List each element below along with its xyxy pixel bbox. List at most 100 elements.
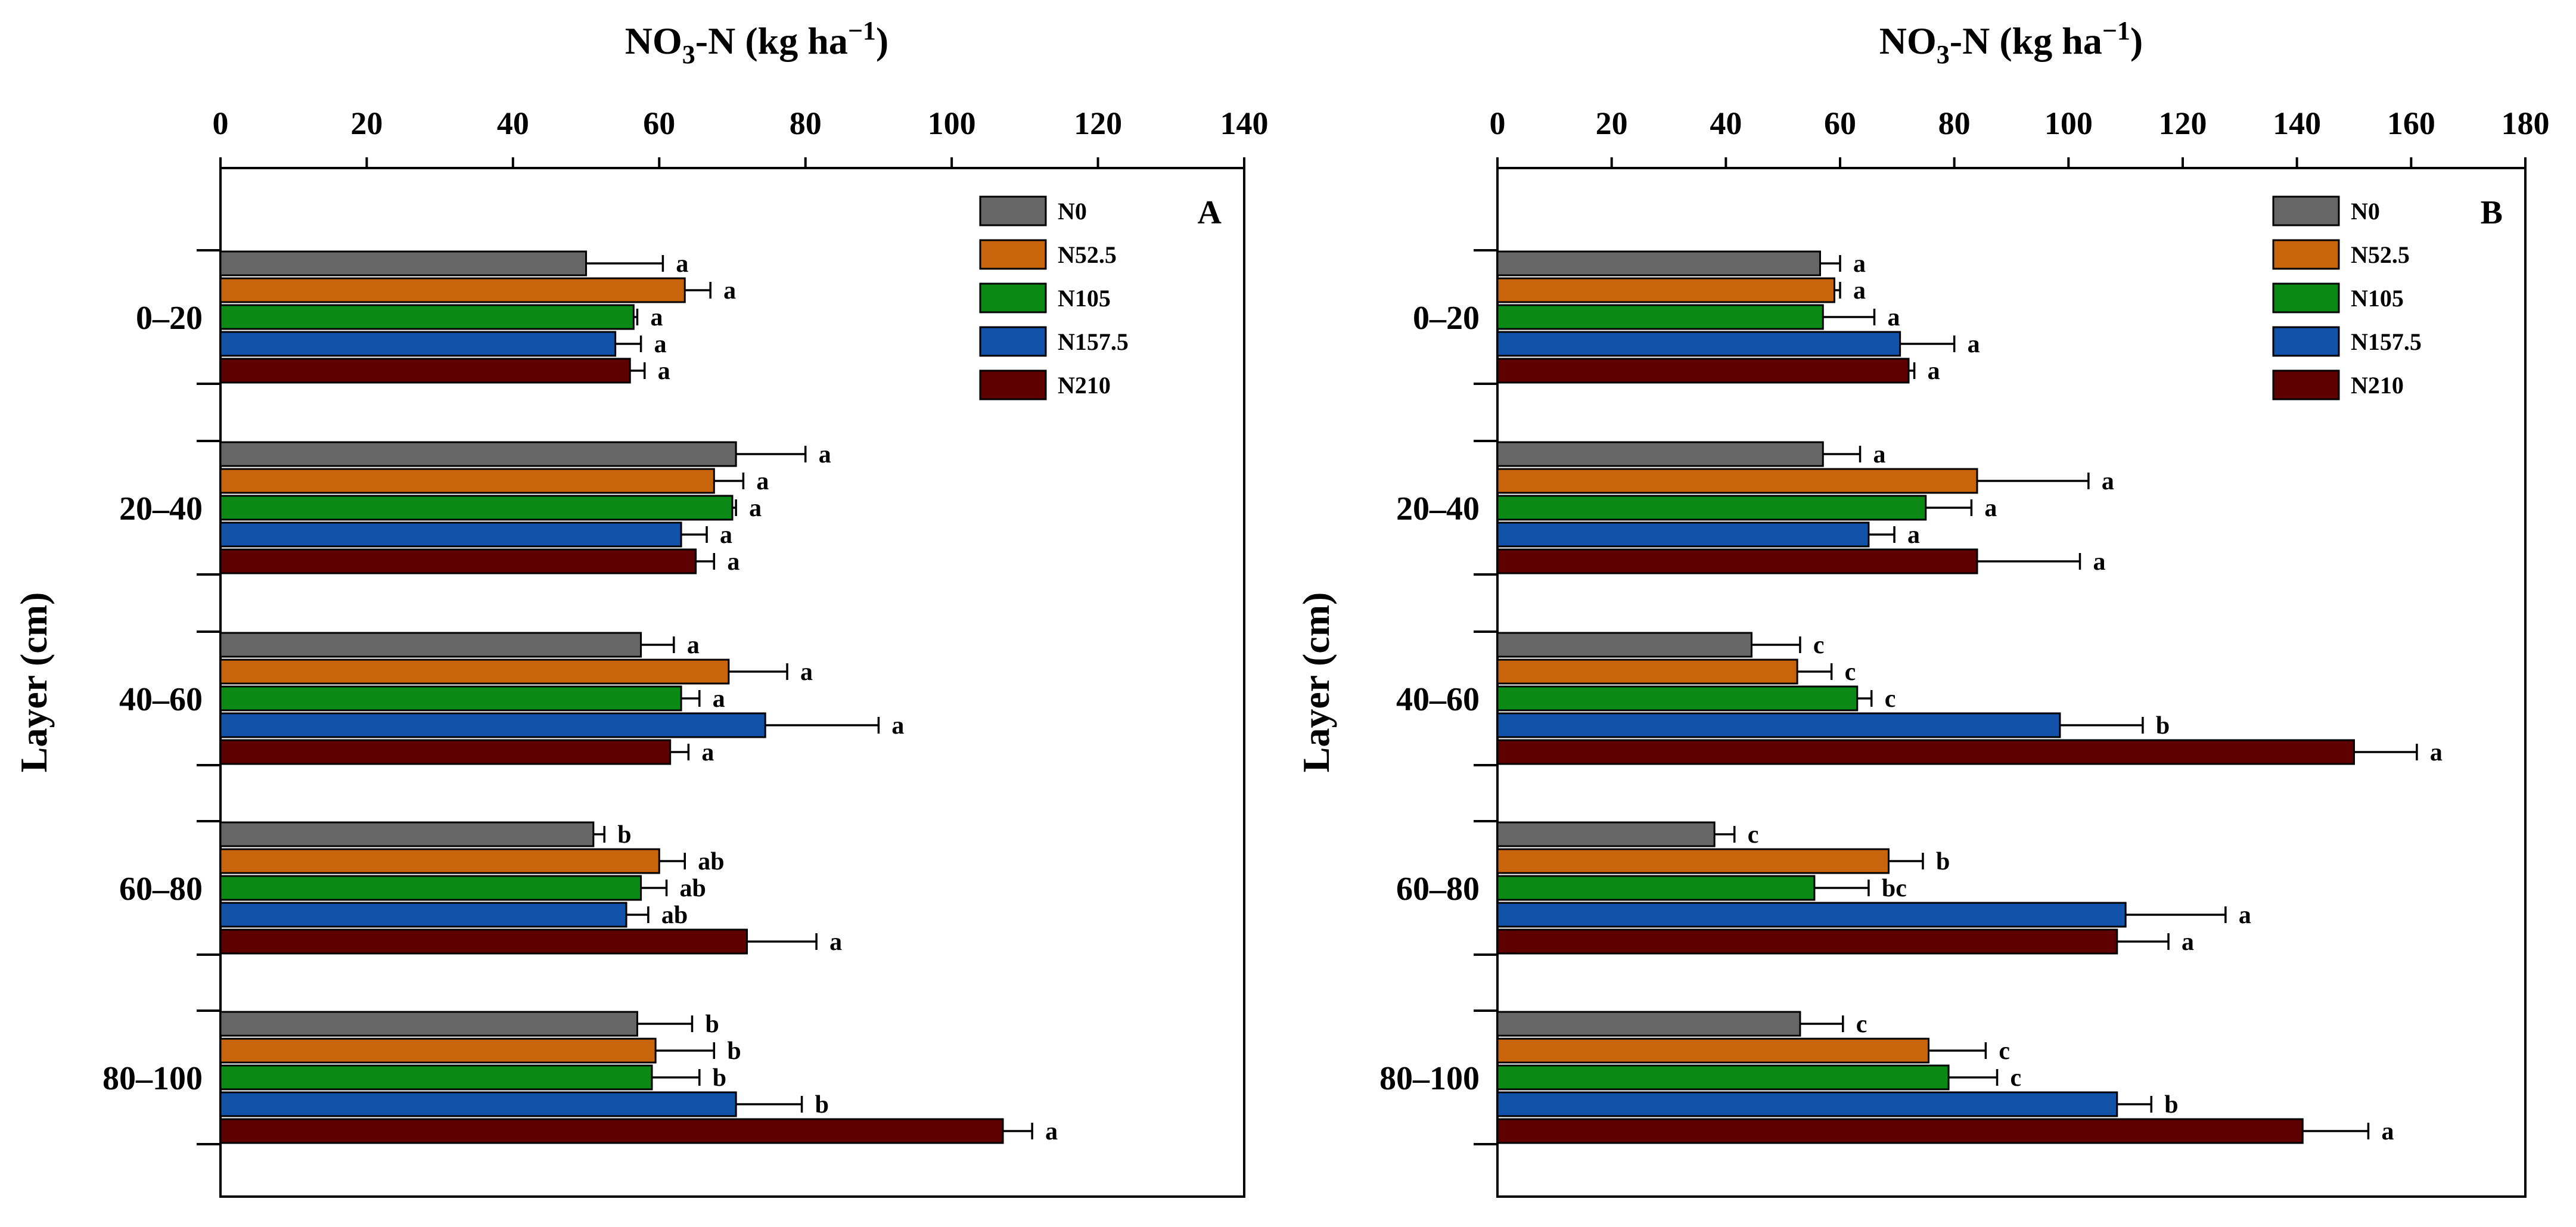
- significance-letter: a: [1873, 441, 1886, 468]
- bar-N52.5-3: [219, 848, 660, 874]
- significance-letter: a: [1984, 495, 1997, 522]
- significance-letter: b: [815, 1091, 829, 1119]
- significance-letter: a: [2430, 739, 2443, 766]
- bar-N105-0: [219, 304, 635, 330]
- significance-letter: a: [2239, 902, 2251, 929]
- x-tick-label: 180: [2502, 105, 2550, 141]
- bar-N210-0: [1496, 358, 1910, 384]
- panel-label: B: [2481, 194, 2503, 231]
- x-tick-label: 40: [1710, 105, 1742, 141]
- bar-N0-0: [1496, 250, 1821, 277]
- significance-letter: a: [713, 685, 725, 713]
- bar-N157.5-2: [1496, 712, 2061, 738]
- significance-letter: c: [1748, 821, 1759, 849]
- significance-letter: a: [1045, 1118, 1058, 1145]
- significance-letter: b: [1936, 848, 1950, 875]
- significance-letter: c: [1845, 658, 1856, 686]
- bar-N0-1: [1496, 441, 1824, 467]
- bar-N157.5-4: [1496, 1091, 2118, 1117]
- significance-letter: a: [1907, 521, 1920, 549]
- x-tick-label: 0: [1490, 105, 1506, 141]
- legend-label: N210: [1058, 372, 1111, 399]
- bar-N210-1: [219, 548, 697, 574]
- significance-letter: a: [1853, 277, 1866, 305]
- x-tick-label: 120: [1074, 105, 1122, 141]
- significance-letter: b: [727, 1037, 741, 1065]
- significance-letter: bc: [1882, 875, 1907, 902]
- legend-label: N105: [2351, 285, 2404, 312]
- significance-letter: b: [713, 1064, 726, 1092]
- x-tick-label: 100: [2044, 105, 2093, 141]
- bar-N210-2: [219, 739, 672, 765]
- x-tick-label: 120: [2159, 105, 2207, 141]
- bar-N157.5-3: [1496, 902, 2127, 928]
- bar-N52.5-1: [1496, 468, 1978, 494]
- x-tick-label: 60: [1824, 105, 1856, 141]
- x-tick-label: 100: [928, 105, 976, 141]
- y-axis-title: Layer (cm): [13, 592, 55, 773]
- category-label: 60–80: [1396, 871, 1480, 908]
- significance-letter: a: [687, 632, 700, 659]
- significance-letter: b: [2156, 712, 2170, 740]
- significance-letter: a: [723, 277, 736, 305]
- legend-swatch-N105: [979, 282, 1047, 313]
- bar-N52.5-4: [219, 1037, 657, 1064]
- significance-letter: a: [2102, 468, 2114, 495]
- bar-N210-3: [1496, 928, 2118, 955]
- bar-N105-4: [219, 1064, 653, 1091]
- significance-letter: a: [1853, 250, 1866, 278]
- category-label: 0–20: [136, 300, 203, 337]
- legend-label: N157.5: [1058, 328, 1129, 355]
- significance-letter: b: [617, 821, 631, 849]
- significance-letter: a: [829, 928, 842, 956]
- x-tick-label: 80: [790, 105, 822, 141]
- bar-N105-1: [219, 495, 734, 521]
- legend-swatch-N105: [2272, 282, 2340, 313]
- chart-panel-B: NO3-N (kg ha−1) 0 20 40 60 80 100 120 140 160 180 L…: [1295, 16, 2550, 1198]
- significance-letter: a: [654, 331, 667, 358]
- significance-letter: a: [2182, 928, 2194, 956]
- bar-N105-3: [219, 875, 642, 901]
- x-tick-label: 40: [497, 105, 529, 141]
- significance-letter: a: [1968, 331, 1980, 358]
- category-label: 0–20: [1413, 300, 1480, 337]
- bar-N0-2: [1496, 632, 1752, 658]
- bar-N210-4: [1496, 1118, 2304, 1144]
- legend-label: N210: [2351, 372, 2404, 399]
- x-tick-label: 80: [1938, 105, 1971, 141]
- significance-letter: a: [720, 521, 732, 549]
- bar-N52.5-2: [1496, 658, 1798, 685]
- bar-N105-2: [1496, 685, 1859, 712]
- bar-N0-0: [219, 250, 588, 277]
- significance-letter: a: [749, 495, 762, 522]
- legend-swatch-N210: [2272, 369, 2340, 400]
- legend-swatch-N52.5: [2272, 239, 2340, 270]
- significance-letter: c: [1885, 685, 1896, 713]
- significance-letter: a: [650, 304, 663, 331]
- significance-letter: c: [1856, 1011, 1867, 1038]
- significance-letter: a: [701, 739, 714, 766]
- x-tick-label: 20: [350, 105, 383, 141]
- significance-letter: ab: [661, 902, 688, 929]
- category-label: 40–60: [1396, 681, 1480, 718]
- bar-N157.5-0: [1496, 331, 1901, 357]
- significance-letter: a: [2093, 548, 2106, 576]
- bar-N157.5-2: [219, 712, 766, 738]
- legend-label: N105: [1058, 285, 1111, 312]
- x-tick-label: 0: [213, 105, 229, 141]
- significance-letter: a: [1928, 358, 1940, 385]
- bar-N210-1: [1496, 548, 1978, 574]
- bar-N0-3: [219, 821, 595, 847]
- bar-N105-3: [1496, 875, 1816, 901]
- category-label: 20–40: [119, 490, 203, 527]
- significance-letter: a: [676, 250, 688, 278]
- chart-panel-A: NO3-N (kg ha−1) 0 20 40 60 80 100 120 140 Layer (…: [13, 16, 1269, 1198]
- category-label: 20–40: [1396, 490, 1480, 527]
- category-label: 80–100: [1379, 1060, 1480, 1097]
- category-label: 80–100: [102, 1060, 203, 1097]
- bar-N0-1: [219, 441, 737, 467]
- bar-N105-1: [1496, 495, 1927, 521]
- x-tick-label: 20: [1596, 105, 1628, 141]
- x-axis-title: NO3-N (kg ha−1): [625, 16, 888, 69]
